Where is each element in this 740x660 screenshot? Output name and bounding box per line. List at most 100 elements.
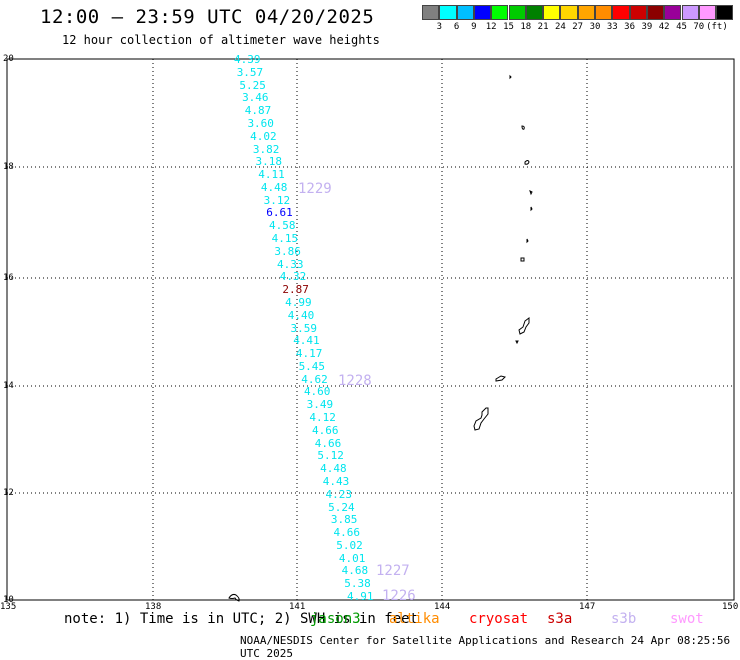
colorbar-label: 27 (572, 22, 584, 32)
coastlines (228, 74, 533, 602)
latitude-label: 10 (3, 595, 14, 605)
swh-value: 3.12 (263, 193, 291, 207)
swh-value: 4.33 (277, 257, 304, 271)
colorbar-swatch (525, 5, 544, 20)
latitude-label: 18 (3, 162, 14, 172)
colorbar-label: 9 (471, 22, 477, 32)
satellite-cryosat: cryosat (469, 611, 529, 627)
latitude-label: 16 (3, 273, 14, 283)
colorbar-swatch (681, 5, 699, 20)
longitude-label: 141 (289, 602, 306, 612)
colorbar-label: 12 (485, 22, 497, 32)
longitude-label: 144 (434, 602, 451, 612)
swh-value: 2.87 (282, 283, 309, 297)
swh-value: 4.01 (338, 551, 366, 565)
map-frame (6, 58, 735, 601)
swh-value: 4.02 (250, 129, 277, 143)
longitude-label: 135 (0, 602, 17, 612)
colorbar-swatch (646, 5, 665, 20)
satellite-jason3: jason3 (310, 611, 361, 627)
colorbar-label: 24 (554, 22, 566, 32)
swh-value: 4.91 (347, 590, 374, 603)
swh-value: 3.59 (290, 321, 318, 335)
colorbar-swatch (716, 5, 734, 20)
track-time-label: 1226 (382, 588, 416, 604)
footer-credit: NOAA/NESDIS Center for Satellite Applica… (240, 634, 731, 660)
swh-value: 5.12 (317, 449, 344, 463)
track-time-label: 1227 (376, 563, 410, 579)
colorbar-swatch (595, 5, 613, 20)
units-note: note: 1) Time is in UTC; 2) SWH is in fe… (64, 611, 419, 627)
satellite-swot: swot (670, 611, 704, 627)
longitude-label: 138 (145, 602, 162, 612)
colorbar-swatch (577, 5, 595, 20)
track-time-label: 1228 (338, 373, 372, 389)
swh-value: 4.60 (303, 385, 331, 399)
swh-value: 4.12 (309, 411, 336, 424)
longitude-label: 150 (722, 602, 739, 612)
latitude-label: 12 (3, 488, 14, 498)
swh-value: 4.66 (312, 423, 339, 437)
swh-value: 3.46 (242, 91, 269, 105)
swh-value: 3.85 (330, 513, 358, 527)
colorbar-label: 6 (453, 22, 460, 32)
colorbar-swatch (543, 5, 561, 20)
swh-value: 4.99 (285, 295, 312, 309)
swh-value: 4.43 (322, 474, 350, 488)
swh-value: 4.62 (301, 372, 328, 386)
map-title: 12:00 – 23:59 UTC 04/20/2025 (40, 6, 375, 28)
colorbar-label: 21 (537, 22, 549, 32)
colorbar-label: 15 (503, 22, 514, 32)
swh-value: 4.68 (341, 564, 369, 578)
colorbar-swatch (664, 5, 682, 20)
colorbar-swatch (422, 5, 440, 20)
swh-value: 4.48 (260, 180, 288, 194)
swh-value: 3.49 (306, 398, 334, 412)
swh-value: 6.61 (266, 206, 293, 220)
swh-value: 4.58 (268, 219, 296, 233)
colorbar-swatch (629, 5, 647, 20)
colorbar-label: 45 (676, 22, 687, 32)
colorbar-swatch (612, 5, 630, 20)
colorbar-swatch (456, 5, 474, 20)
colorbar-label: 18 (520, 22, 532, 32)
swh-value: 4.15 (271, 232, 299, 245)
swh-value: 4.39 (234, 53, 261, 66)
colorbar-swatch (508, 5, 526, 20)
colorbar-label: 33 (606, 22, 618, 32)
swh-value: 4.48 (320, 462, 347, 476)
satellite-s3b: s3b (611, 611, 637, 627)
swh-value: 4.32 (279, 270, 307, 284)
swh-value: 4.11 (258, 168, 285, 182)
longitude-label: 147 (579, 602, 596, 612)
colorbar-swatch (473, 5, 492, 20)
colorbar-label: 30 (589, 22, 601, 32)
latitude-label: 20 (3, 54, 14, 64)
swh-value: 4.41 (293, 334, 320, 348)
swh-value: 5.02 (336, 538, 363, 552)
colorbar-label: 42 (658, 22, 670, 32)
swh-value: 4.23 (325, 487, 352, 501)
colorbar-swatch (698, 5, 717, 20)
swh-value: 4.66 (333, 526, 361, 540)
swh-value: 4.66 (314, 436, 342, 450)
swh-value: 5.25 (239, 78, 266, 92)
latitude-label: 14 (3, 381, 14, 391)
colorbar-swatch (560, 5, 578, 20)
swh-value: 3.57 (236, 65, 264, 79)
swh-value: 5.38 (344, 577, 371, 591)
swh-value: 5.45 (298, 359, 326, 373)
swh-value: 4.87 (244, 104, 272, 118)
colorbar-label: 39 (641, 22, 653, 32)
swh-value: 3.60 (247, 116, 274, 130)
map-subtitle: 12 hour collection of altimeter wave hei… (62, 33, 380, 47)
colorbar-label: 3 (436, 22, 442, 32)
track-time-label: 1229 (298, 181, 332, 197)
colorbar-swatch (491, 5, 509, 20)
swh-value: 3.18 (255, 155, 283, 169)
satellite-s3a: s3a (547, 611, 573, 627)
colorbar-label: (ft) (706, 22, 728, 32)
swh-value: 4.17 (295, 347, 323, 361)
swh-value: 5.24 (328, 500, 355, 514)
